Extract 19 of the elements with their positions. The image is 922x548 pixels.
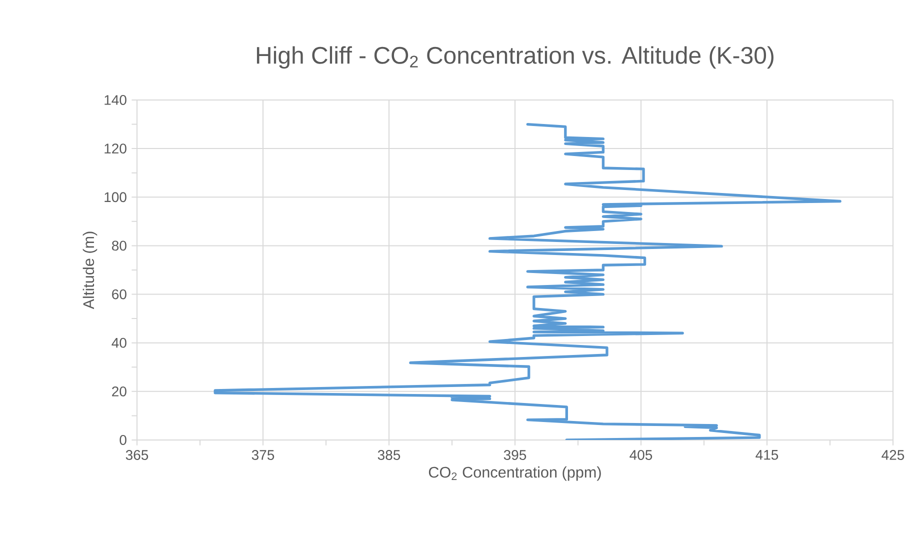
y-tick-label: 100: [104, 192, 126, 202]
y-axis-title: Altitude (m): [82, 232, 98, 310]
x-tick-label: 375: [252, 450, 274, 460]
x-tick-label: 405: [630, 450, 652, 460]
x-tick-label: 425: [882, 450, 904, 460]
x-axis-title: CO$_{2}$ Concentration (ppm): [428, 466, 601, 481]
y-tick-label: 0: [120, 435, 126, 445]
chart-title: High Cliff - CO$_{2}$ Concentration vs. Altitude (K-30): [256, 46, 774, 69]
x-tick-label: 365: [126, 450, 148, 460]
y-tick-label: 60: [112, 289, 126, 300]
x-tick-label: 385: [378, 450, 400, 460]
y-tick-label: 140: [104, 95, 126, 105]
x-tick-label: 415: [756, 450, 778, 460]
y-tick-label: 120: [104, 144, 126, 154]
y-tick-label: 80: [112, 240, 126, 251]
line-series: [214, 122, 842, 440]
y-tick-label: 40: [112, 338, 126, 348]
y-tick-label: 20: [112, 386, 126, 396]
x-tick-label: 395: [504, 450, 526, 460]
